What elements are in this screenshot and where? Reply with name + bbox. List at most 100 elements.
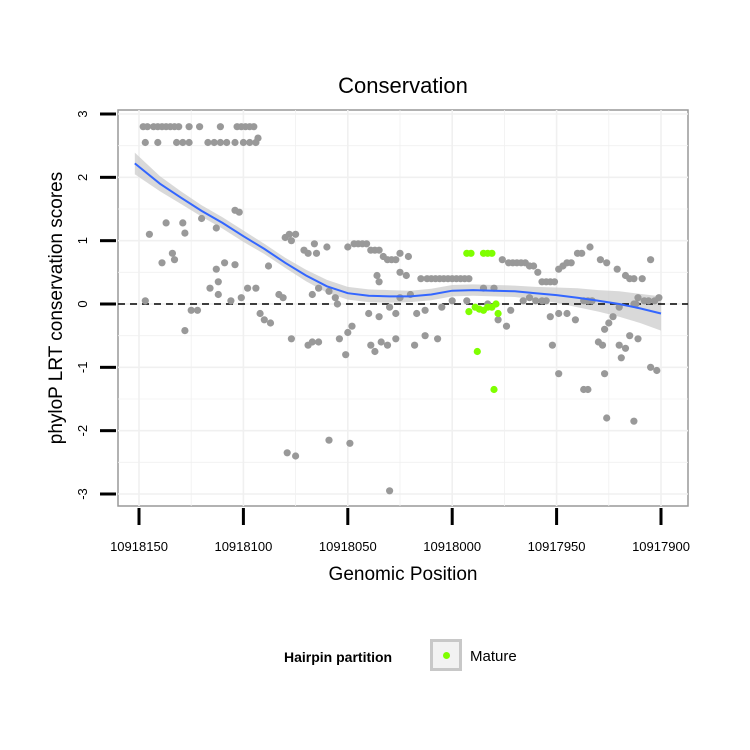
data-point-other	[596, 256, 605, 264]
data-point-other	[494, 316, 502, 324]
data-point-other	[325, 287, 333, 295]
data-point-other	[214, 278, 222, 286]
data-point-other	[371, 347, 379, 356]
data-point-other	[154, 138, 162, 147]
data-point-other	[421, 306, 429, 314]
data-point-other	[383, 341, 392, 349]
data-point-other	[421, 332, 429, 340]
data-point-other	[145, 230, 153, 238]
data-point-other	[411, 341, 419, 349]
data-point-other	[617, 354, 625, 362]
data-point-other	[386, 487, 394, 495]
data-point-other	[304, 249, 312, 257]
data-point-other	[212, 265, 220, 273]
data-point-other	[312, 249, 321, 257]
data-point-mature	[465, 308, 473, 316]
data-point-other	[250, 123, 258, 131]
data-point-other	[325, 436, 333, 444]
data-point-other	[310, 240, 318, 248]
x-axis: 10918150 10918100 10918050 10918000 10917950…	[110, 508, 690, 554]
data-point-other	[630, 275, 638, 283]
data-point-other	[613, 265, 621, 273]
data-point-other	[331, 294, 339, 302]
data-point-other	[266, 319, 275, 327]
x-tick-label: 10917950	[528, 539, 586, 554]
data-point-mature	[490, 385, 498, 394]
data-point-other	[386, 303, 394, 311]
x-axis-title: Genomic Position	[329, 564, 478, 585]
x-tick-label: 10918050	[319, 539, 377, 554]
data-point-other	[181, 327, 189, 335]
data-point-other	[196, 123, 204, 131]
data-point-other	[264, 262, 273, 270]
y-tick-label: -3	[75, 488, 90, 500]
data-point-other	[601, 370, 609, 378]
data-point-mature	[473, 347, 481, 356]
data-point-other	[396, 294, 404, 302]
data-point-other	[413, 309, 421, 318]
data-point-other	[231, 138, 239, 147]
data-point-other	[181, 229, 189, 237]
data-point-other	[231, 261, 239, 269]
data-point-other	[216, 138, 224, 147]
data-point-other	[315, 338, 323, 346]
data-point-other	[198, 214, 206, 223]
data-point-other	[605, 319, 613, 327]
data-point-other	[375, 278, 383, 286]
data-point-other	[193, 306, 202, 314]
chart-title: Conservation	[338, 73, 468, 98]
data-point-other	[204, 138, 212, 147]
data-point-other	[555, 370, 563, 378]
data-point-other	[375, 246, 383, 254]
data-point-other	[143, 123, 151, 131]
data-point-other	[365, 309, 373, 318]
data-point-other	[584, 385, 592, 394]
data-point-other	[162, 219, 170, 227]
data-point-other	[260, 316, 268, 324]
data-point-other	[216, 123, 224, 131]
data-point-other	[210, 138, 218, 147]
y-tick-label: 3	[75, 110, 90, 117]
data-point-other	[502, 322, 511, 330]
data-point-other	[256, 309, 264, 318]
data-point-other	[168, 249, 176, 257]
data-point-other	[404, 252, 412, 261]
data-point-other	[375, 313, 383, 321]
data-point-mature	[488, 249, 496, 257]
data-point-other	[434, 335, 442, 343]
data-point-other	[141, 138, 149, 147]
data-point-other	[292, 452, 300, 460]
x-tick-label: 10918150	[110, 539, 168, 554]
data-point-other	[603, 259, 611, 267]
data-point-other	[287, 237, 295, 245]
data-point-other	[292, 230, 300, 238]
data-point-other	[651, 297, 659, 305]
data-point-other	[185, 138, 193, 147]
legend-title: Hairpin partition	[284, 649, 393, 665]
data-point-other	[158, 259, 166, 267]
data-point-other	[634, 294, 642, 302]
y-tick-label: -2	[75, 425, 90, 437]
data-point-other	[392, 256, 400, 264]
data-point-other	[438, 303, 446, 311]
data-point-other	[333, 300, 341, 308]
data-point-other	[601, 325, 609, 333]
data-point-other	[586, 243, 594, 251]
data-point-other	[187, 306, 195, 314]
data-point-other	[206, 284, 214, 292]
data-point-other	[567, 259, 575, 267]
legend-label-mature: Mature	[470, 648, 517, 665]
legend-dot-icon	[443, 652, 450, 659]
data-point-other	[448, 297, 456, 305]
data-point-other	[363, 240, 371, 248]
data-point-other	[221, 259, 229, 267]
x-tick-label: 10917900	[632, 539, 690, 554]
data-point-other	[279, 294, 287, 302]
data-point-other	[170, 256, 179, 264]
data-point-other	[546, 313, 554, 321]
data-point-other	[519, 297, 527, 305]
data-point-other	[323, 243, 331, 251]
data-point-other	[396, 249, 404, 257]
data-point-other	[227, 297, 235, 305]
